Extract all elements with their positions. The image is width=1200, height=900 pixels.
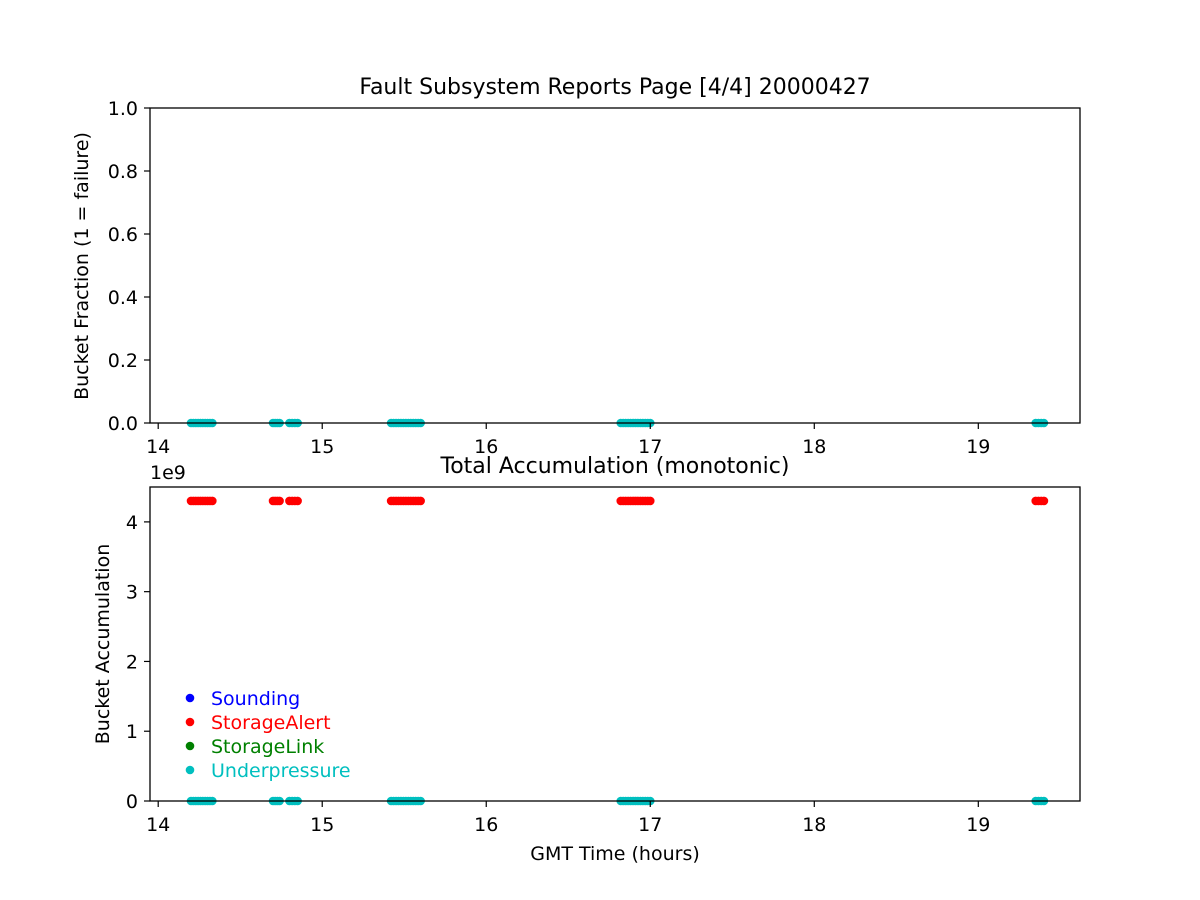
accumulation-y-tick-label: 0 <box>126 791 138 813</box>
accumulation-x-tick-label: 15 <box>310 814 334 836</box>
fraction-chart-title: Fault Subsystem Reports Page [4/4] 20000… <box>359 75 870 100</box>
accumulation-x-tick-label: 14 <box>146 814 170 836</box>
accumulation-y-offset-label: 1e9 <box>150 462 186 484</box>
fraction-x-tick-label: 14 <box>146 436 170 458</box>
fraction-panel: Fault Subsystem Reports Page [4/4] 20000… <box>71 75 1081 458</box>
accumulation-chart-title: Total Accumulation (monotonic) <box>440 454 790 479</box>
legend-marker-underpressure <box>185 765 195 775</box>
accumulation-point-storagealert-0-9 <box>208 496 217 506</box>
accumulation-point-storagealert-5-3 <box>1039 496 1049 506</box>
fraction-y-axis-label: Bucket Fraction (1 = failure) <box>71 132 93 400</box>
accumulation-point-storagealert-3-12 <box>416 496 425 506</box>
accumulation-y-tick-label: 3 <box>126 582 138 604</box>
legend-label-storagealert: StorageAlert <box>211 712 331 734</box>
legend-marker-storagealert <box>185 717 195 727</box>
accumulation-marks <box>186 496 1049 806</box>
accumulation-point-storagealert-2-3 <box>293 496 302 506</box>
fraction-y-tick-label: 1.0 <box>108 98 138 120</box>
fraction-x-tick-label: 17 <box>638 436 662 458</box>
accumulation-x-axis-label: GMT Time (hours) <box>530 843 700 865</box>
fraction-y-tick-label: 0.4 <box>108 287 138 309</box>
accumulation-panel: Total Accumulation (monotonic) 1e9 Bucke… <box>92 454 1081 865</box>
accumulation-x-tick-label: 19 <box>966 814 990 836</box>
fraction-x-tick-label: 18 <box>802 436 826 458</box>
accumulation-y-tick-label: 1 <box>126 721 138 743</box>
accumulation-x-ticks: 14 15 16 17 18 19 <box>146 801 990 836</box>
fraction-y-ticks: 0.0 0.2 0.4 0.6 0.8 1.0 <box>108 98 150 435</box>
accumulation-y-tick-label: 4 <box>126 512 138 534</box>
accumulation-y-ticks: 0 1 2 3 4 <box>126 512 150 813</box>
accumulation-plot-frame <box>149 486 1081 802</box>
accumulation-point-storagealert-4-12 <box>645 496 655 506</box>
accumulation-x-tick-label: 16 <box>474 814 498 836</box>
fraction-y-tick-label: 0.6 <box>108 224 138 246</box>
fraction-x-tick-label: 15 <box>310 436 334 458</box>
fraction-plot-frame <box>149 107 1081 424</box>
legend-label-underpressure: Underpressure <box>211 760 351 782</box>
legend-marker-sounding <box>185 693 195 703</box>
fraction-x-ticks: 14 15 16 17 18 19 <box>146 423 990 458</box>
fraction-y-tick-label: 0.8 <box>108 161 138 183</box>
legend-label-sounding: Sounding <box>211 688 300 710</box>
accumulation-x-tick-label: 17 <box>638 814 662 836</box>
legend-label-storagelink: StorageLink <box>211 736 324 758</box>
fraction-x-tick-label: 16 <box>474 436 498 458</box>
accumulation-x-tick-label: 18 <box>802 814 826 836</box>
fraction-x-tick-label: 19 <box>966 436 990 458</box>
legend: SoundingStorageAlertStorageLinkUnderpres… <box>185 688 351 782</box>
fraction-y-tick-label: 0.0 <box>108 413 138 435</box>
accumulation-y-tick-label: 2 <box>126 651 138 673</box>
accumulation-y-axis-label: Bucket Accumulation <box>92 544 114 745</box>
fraction-y-tick-label: 0.2 <box>108 350 138 372</box>
accumulation-point-storagealert-1-3 <box>275 496 284 506</box>
legend-marker-storagelink <box>185 741 195 751</box>
